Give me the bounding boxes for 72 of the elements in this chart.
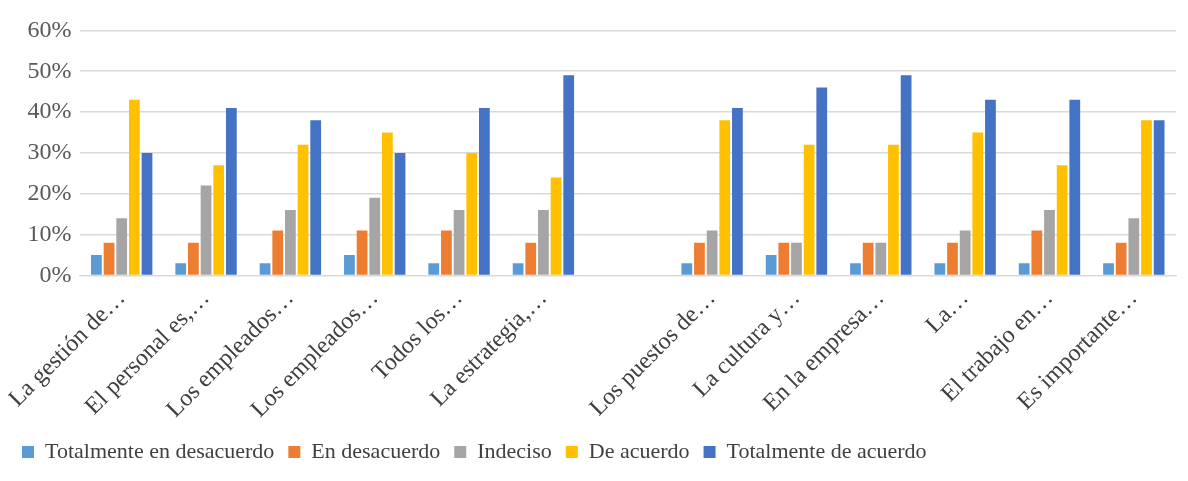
bar — [91, 254, 102, 275]
bar — [1153, 120, 1165, 275]
bar — [563, 75, 575, 275]
bar — [394, 152, 406, 275]
y-tick-label: 20% — [27, 179, 72, 206]
bar — [285, 210, 296, 275]
bar — [297, 144, 309, 275]
bar — [681, 263, 693, 275]
bar — [175, 263, 187, 275]
bar — [538, 210, 549, 275]
legend-label: En desacuerdo — [311, 437, 441, 463]
bar — [479, 107, 490, 275]
bar — [116, 218, 128, 275]
bar — [272, 230, 284, 275]
bar — [816, 87, 828, 275]
bar — [441, 230, 452, 275]
bar — [213, 165, 225, 275]
bar — [732, 107, 743, 275]
bar — [803, 144, 815, 275]
bar — [875, 242, 887, 275]
bar — [1031, 230, 1043, 275]
bar — [369, 197, 381, 275]
y-tick-label: 0% — [39, 260, 72, 287]
bar — [453, 210, 465, 275]
bar — [382, 132, 393, 275]
bar — [959, 230, 971, 275]
bar — [1018, 263, 1030, 275]
bar — [225, 107, 237, 275]
bar — [428, 263, 440, 275]
legend-label: Indeciso — [477, 437, 552, 463]
bar — [310, 120, 322, 275]
bar — [1069, 99, 1081, 275]
bar — [719, 120, 731, 275]
bar — [466, 152, 478, 275]
bar — [706, 230, 718, 275]
bar — [200, 185, 212, 275]
bar — [1044, 210, 1055, 275]
bar — [344, 254, 355, 275]
bar — [694, 242, 705, 275]
bar — [550, 177, 562, 275]
bar — [512, 263, 524, 275]
bar — [356, 230, 368, 275]
bar — [850, 263, 861, 275]
y-tick-label: 50% — [27, 56, 72, 83]
bar — [791, 242, 802, 275]
legend-label: Totalmente en desacuerdo — [45, 437, 275, 463]
y-tick-label: 10% — [27, 219, 72, 246]
bar — [778, 242, 790, 275]
legend-label: De acuerdo — [588, 437, 690, 463]
bar — [900, 75, 912, 275]
bar — [525, 242, 537, 275]
bar — [765, 254, 777, 275]
y-tick-label: 30% — [27, 138, 72, 165]
bar — [188, 242, 199, 275]
bar — [934, 263, 946, 275]
bar — [862, 242, 874, 275]
bar — [947, 242, 958, 275]
legend-label: Totalmente de acuerdo — [726, 437, 927, 463]
bar — [888, 144, 899, 275]
bar — [972, 132, 984, 275]
bar — [1103, 263, 1114, 275]
y-tick-label: 40% — [27, 97, 72, 124]
bar — [985, 99, 996, 275]
y-tick-label: 60% — [27, 15, 72, 42]
bar — [259, 263, 271, 275]
bar — [141, 152, 153, 275]
bar — [1141, 120, 1152, 275]
bar — [1115, 242, 1127, 275]
bar — [103, 242, 115, 275]
bar — [1128, 218, 1140, 275]
bar — [1056, 165, 1068, 275]
bar — [128, 99, 140, 275]
